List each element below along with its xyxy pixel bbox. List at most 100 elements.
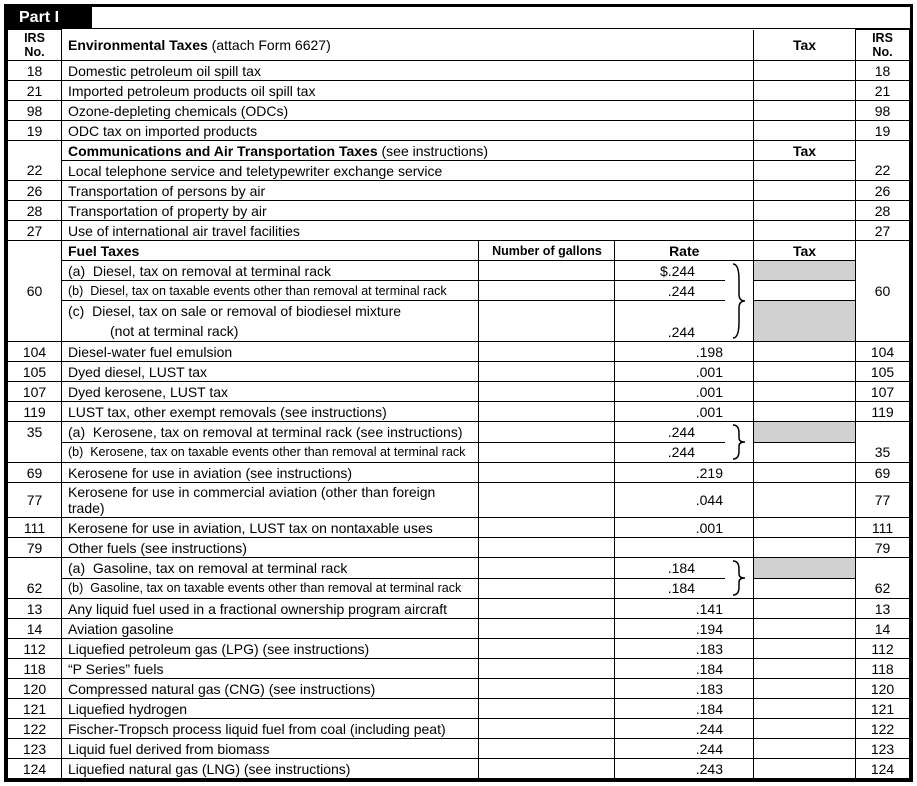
tax-input[interactable] (754, 679, 856, 699)
gallons-input[interactable] (479, 281, 615, 301)
row-60c-1: (c) Diesel, tax on sale or removal of bi… (8, 301, 910, 322)
tax-input[interactable] (754, 101, 856, 121)
tax-table: IRS No. Environmental Taxes (attach Form… (7, 29, 910, 779)
irs-right: 26 (856, 181, 910, 201)
rate: .244 (615, 422, 725, 443)
tax-input[interactable] (754, 161, 856, 181)
gallons-input[interactable] (479, 659, 615, 679)
row-62a: (a) Gasoline, tax on removal at terminal… (8, 558, 910, 579)
gallons-input[interactable] (479, 619, 615, 639)
tax-input[interactable] (754, 201, 856, 221)
rate: .194 (615, 619, 754, 639)
gallons-input[interactable] (479, 719, 615, 739)
tax-input[interactable] (754, 538, 856, 558)
gallons-input[interactable] (479, 382, 615, 402)
tax-input[interactable] (754, 342, 856, 362)
desc: (b) Gasoline, tax on taxable events othe… (62, 578, 479, 599)
col-tax-header-1: Tax (754, 30, 856, 61)
tax-input[interactable] (754, 221, 856, 241)
comm-title-cell: Communications and Air Transportation Ta… (62, 141, 754, 161)
tax-input[interactable] (754, 619, 856, 639)
irs-right: 19 (856, 121, 910, 141)
rate: $.244 (615, 261, 725, 281)
rate: .244 (615, 739, 754, 759)
row-env-3: 19 ODC tax on imported products 19 (8, 121, 910, 141)
gallons-input[interactable] (479, 422, 615, 443)
rate: .244 (615, 281, 725, 301)
tax-input[interactable] (754, 759, 856, 779)
tax-input[interactable] (754, 483, 856, 518)
irs-right: 104 (856, 342, 910, 362)
irs-right: 119 (856, 402, 910, 422)
form-part-1: Part I IRS No. Environmental Taxes (atta… (4, 4, 913, 782)
rate: .183 (615, 639, 754, 659)
rate: .044 (615, 483, 754, 518)
gallons-input[interactable] (479, 699, 615, 719)
tax-input[interactable] (754, 599, 856, 619)
tax-input[interactable] (754, 719, 856, 739)
irs-left: 122 (8, 719, 62, 739)
tax-input[interactable] (754, 362, 856, 382)
gallons-input[interactable] (479, 463, 615, 483)
rate: .184 (615, 558, 725, 579)
gallons-input[interactable] (479, 402, 615, 422)
tax-input[interactable] (754, 281, 856, 301)
desc: ODC tax on imported products (62, 121, 754, 141)
irs-left: 62 (8, 578, 62, 599)
gallons-input[interactable] (479, 739, 615, 759)
env-header-row: IRS No. Environmental Taxes (attach Form… (8, 30, 910, 61)
tax-input[interactable] (754, 639, 856, 659)
tax-input[interactable] (754, 382, 856, 402)
row-124: 124 Liquefied natural gas (LNG) (see ins… (8, 759, 910, 779)
irs-right: 27 (856, 221, 910, 241)
fuel-header-row: Fuel Taxes Number of gallons Rate Tax (8, 241, 910, 261)
desc: Transportation of persons by air (62, 181, 754, 201)
tax-input[interactable] (754, 181, 856, 201)
desc: (b) Kerosene, tax on taxable events othe… (62, 442, 479, 463)
tax-input[interactable] (754, 402, 856, 422)
tax-input[interactable] (754, 81, 856, 101)
gallons-input[interactable] (479, 261, 615, 281)
tax-shaded (754, 301, 856, 342)
tax-input[interactable] (754, 121, 856, 141)
row-60a: (a) Diesel, tax on removal at terminal r… (8, 261, 910, 281)
row-comm-3: 27 Use of international air travel facil… (8, 221, 910, 241)
desc: Kerosene for use in aviation, LUST tax o… (62, 518, 479, 538)
gallons-input[interactable] (479, 558, 615, 579)
gallons-input[interactable] (479, 538, 615, 558)
gallons-input[interactable] (479, 518, 615, 538)
desc: (c) Diesel, tax on sale or removal of bi… (62, 301, 479, 322)
irs-left: 118 (8, 659, 62, 679)
gallons-input[interactable] (479, 483, 615, 518)
tax-input[interactable] (754, 578, 856, 599)
tax-input[interactable] (754, 739, 856, 759)
gallons-input[interactable] (479, 578, 615, 599)
gallons-input[interactable] (479, 599, 615, 619)
gallons-input[interactable] (479, 362, 615, 382)
row-env-1: 21 Imported petroleum products oil spill… (8, 81, 910, 101)
row-123: 123 Liquid fuel derived from biomass .24… (8, 739, 910, 759)
irs-left: 77 (8, 483, 62, 518)
tax-input[interactable] (754, 61, 856, 81)
gallons-input[interactable] (479, 342, 615, 362)
gallons-input[interactable] (479, 301, 615, 342)
irs-left: 107 (8, 382, 62, 402)
gallons-input[interactable] (479, 679, 615, 699)
gallons-input[interactable] (479, 759, 615, 779)
fuel-title: Fuel Taxes (62, 241, 479, 261)
gallons-input[interactable] (479, 639, 615, 659)
tax-input[interactable] (754, 659, 856, 679)
irs-left: 27 (8, 221, 62, 241)
desc: Liquefied petroleum gas (LPG) (see instr… (62, 639, 479, 659)
tax-input[interactable] (754, 518, 856, 538)
row-35a: 35 (a) Kerosene, tax on removal at termi… (8, 422, 910, 443)
desc: Imported petroleum products oil spill ta… (62, 81, 754, 101)
env-title-cell: Environmental Taxes (attach Form 6627) (62, 30, 754, 61)
irs-left: 120 (8, 679, 62, 699)
tax-input[interactable] (754, 442, 856, 463)
rate: .198 (615, 342, 754, 362)
tax-input[interactable] (754, 463, 856, 483)
col-tax-header-2: Tax (754, 141, 856, 161)
tax-input[interactable] (754, 699, 856, 719)
gallons-input[interactable] (479, 442, 615, 463)
